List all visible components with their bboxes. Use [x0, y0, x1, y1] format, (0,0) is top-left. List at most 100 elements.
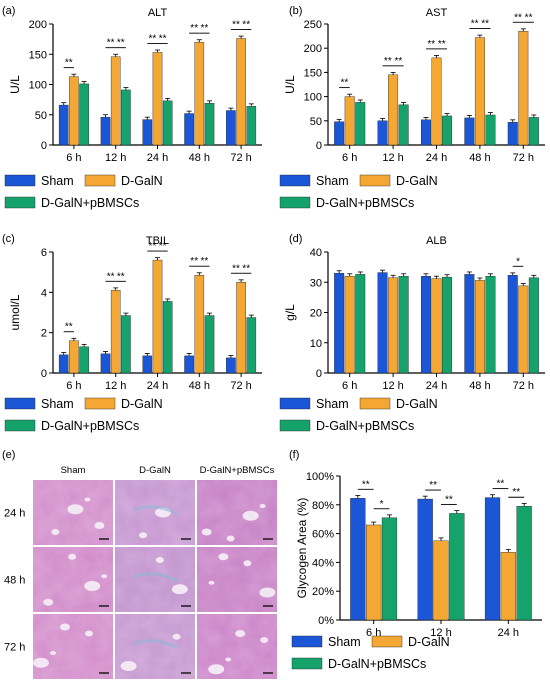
bar: [442, 115, 453, 146]
panel-label: (d): [289, 233, 302, 245]
significance-label: **: [497, 479, 505, 490]
histology-column-label: D-GalN: [139, 465, 171, 476]
legend-swatch: [4, 419, 36, 432]
significance-label: **: [107, 38, 115, 49]
x-tick-label: 12 h: [105, 380, 126, 392]
significance-label: **: [471, 19, 479, 30]
bar: [334, 272, 345, 374]
fibrosis-streak: [132, 572, 178, 583]
vessel: [155, 557, 164, 563]
vessel: [225, 657, 232, 662]
bar: [484, 497, 501, 621]
bar: [69, 76, 79, 146]
histology-image: [115, 614, 195, 679]
y-tick-label: 2: [41, 328, 47, 340]
x-tick-label: 48 h: [469, 152, 490, 164]
significance-label: **: [242, 263, 250, 274]
histology-row-label: 48 h: [4, 575, 25, 587]
bar: [516, 506, 532, 621]
panel-label: (f): [289, 449, 299, 461]
bar: [388, 277, 399, 374]
bar: [184, 113, 194, 146]
bar: [431, 57, 442, 146]
legend-label: D-GalN+pBMSCs: [316, 196, 414, 210]
y-tick-label: 100%: [306, 471, 334, 483]
bar: [204, 315, 215, 374]
bar: [236, 282, 246, 374]
vessel: [235, 630, 246, 637]
legend-label: D-GalN+pBMSCs: [41, 419, 139, 433]
x-tick-label: 24 h: [147, 380, 168, 392]
histology-image: [197, 614, 277, 679]
bar: [334, 121, 345, 146]
bar: [474, 37, 485, 146]
bar: [142, 355, 153, 374]
significance-label: **: [200, 23, 208, 34]
histology-column-label: D-GalN+pBMSCs: [200, 465, 275, 476]
x-tick-label: 12 h: [382, 152, 403, 164]
tissue-grain: [33, 614, 113, 679]
vessel: [94, 522, 105, 529]
bar: [58, 104, 69, 146]
x-tick-label: 72 h: [230, 152, 251, 164]
fibrosis-streak: [132, 639, 178, 650]
legend-swatch: [84, 174, 116, 187]
significance-label: *: [380, 499, 384, 510]
legend-swatch: [279, 196, 311, 209]
significance-label: **: [514, 12, 522, 23]
bar: [355, 102, 366, 146]
chart-panel-a: (a) ALT 0 50 100 150 200 U/L 6 h 12 h 24 h 48 h 72 h…: [2, 5, 262, 210]
legend-swatch: [4, 397, 36, 410]
tissue-grain: [115, 547, 195, 612]
bar: [226, 357, 236, 374]
significance-label: **: [362, 479, 370, 490]
panel-label: (c): [2, 233, 15, 245]
panel-label: (a): [2, 5, 15, 17]
vessel: [242, 510, 259, 521]
bar: [162, 301, 173, 374]
vessel: [226, 535, 235, 542]
bar: [184, 355, 194, 374]
y-tick-label: 80%: [312, 500, 334, 512]
x-tick-label: 12 h: [382, 380, 403, 392]
bar: [381, 517, 398, 621]
legend-label: Sham: [41, 174, 74, 188]
significance-label: **: [242, 20, 250, 31]
significance-label: **: [232, 20, 240, 31]
significance-label: **: [117, 38, 125, 49]
significance-label: **: [65, 58, 73, 69]
fibrosis-streak: [132, 505, 178, 516]
bar: [344, 96, 355, 146]
bar: [398, 276, 409, 374]
histology-row-label: 24 h: [4, 508, 25, 520]
bar: [162, 100, 173, 146]
legend-label: Sham: [316, 397, 349, 411]
vessel: [67, 504, 84, 515]
y-tick-label: 200: [304, 43, 322, 55]
bar: [485, 276, 496, 374]
significance-label: **: [427, 39, 435, 50]
y-tick-label: 150: [304, 67, 322, 79]
vessel: [208, 580, 215, 585]
legend-label: Sham: [41, 397, 74, 411]
vessel: [50, 651, 56, 655]
bar: [449, 513, 465, 621]
bar: [377, 272, 388, 374]
bar: [152, 259, 163, 374]
vessel: [60, 623, 70, 631]
y-tick-label: 4: [41, 287, 47, 299]
legend-label: D-GalN: [121, 174, 163, 188]
legend-label: D-GalN+pBMSCs: [316, 419, 414, 433]
bar: [246, 106, 257, 146]
legend: Sham D-GalN D-GalN+pBMSCs: [4, 397, 163, 433]
x-tick-label: 6 h: [342, 152, 357, 164]
y-axis-label: Glycogen Area (%): [295, 498, 309, 599]
vessel: [43, 598, 54, 606]
bar: [69, 340, 79, 374]
legend-label: D-GalN: [396, 174, 438, 188]
bar: [236, 38, 246, 146]
legend-label: D-GalN+pBMSCs: [328, 657, 426, 671]
x-tick-label: 12 h: [430, 627, 451, 639]
histology-image: [197, 480, 277, 545]
bar: [518, 285, 529, 374]
